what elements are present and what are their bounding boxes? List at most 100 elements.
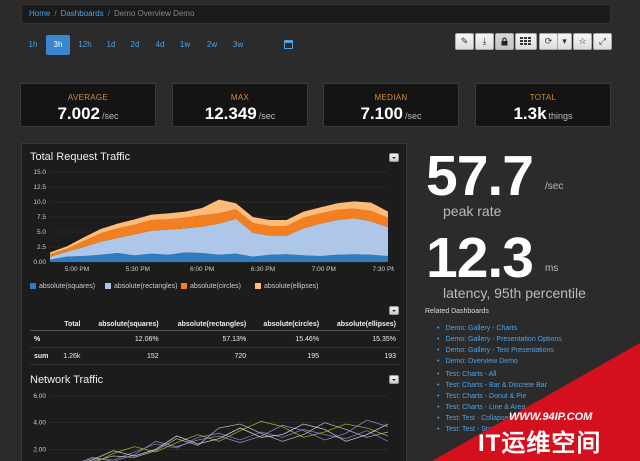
x-tick-label: 6:30 PM [251,266,275,273]
table-cell: 152 [84,347,163,365]
table-row-label: % [30,330,56,348]
table-header-cell: absolute(circles) [250,319,324,331]
table-header-cell: absolute(rectangles) [162,319,251,331]
x-tick-label: 7:00 PM [312,266,336,273]
breadcrumb-separator: / [54,9,57,18]
favorite-button[interactable]: ☆ [573,33,592,50]
line-series-3 [82,419,389,461]
y-tick-label: 15.0 [33,169,46,176]
stat-total: TOTAL 1.3k things [475,83,611,127]
layout-button[interactable] [515,33,537,50]
latency-unit: ms [545,263,559,274]
table-row: % 12.06% 57.13% 15.46% 15.35% [30,330,400,348]
traffic-panel-menu[interactable] [389,153,399,162]
table-header-cell [30,319,56,331]
timerange-3h[interactable]: 3h [46,35,70,55]
y-tick-label: 5.0 [37,229,46,236]
related-dashboard-link[interactable]: Test: Charts - Bar & Discrete Bar [437,380,547,391]
x-tick-label: 5:30 PM [126,266,150,273]
network-panel-menu[interactable] [389,375,399,384]
calendar-icon[interactable] [284,40,293,49]
timerange-1w[interactable]: 1w [179,40,191,49]
refresh-button[interactable]: ⟳ [539,33,558,50]
x-tick-label: 7:30 PM [373,266,394,273]
stat-max: MAX 12.349/sec [172,83,308,127]
fullscreen-button[interactable]: ⤢ [593,33,612,50]
related-dashboard-link[interactable]: Test: Charts - Donut & Pie [437,391,547,402]
related-dashboard-link[interactable]: Test: Charts - All [437,369,547,380]
table-cell: 195 [250,347,324,365]
stat-label: TOTAL [529,93,557,102]
timerange-1d[interactable]: 1d [106,40,116,49]
related-dashboard-link[interactable]: Demo: Gallery - Presentation Options [437,334,561,345]
legend-label: absolute(ellipses) [264,283,319,290]
y-tick-label: 12.5 [33,184,46,191]
timerange-2w[interactable]: 2w [206,40,218,49]
related-dashboards-title: Related Dashboards [425,308,489,315]
legend-swatch [105,283,111,289]
timerange-1h[interactable]: 1h [28,40,38,49]
stat-unit: /sec [102,111,119,121]
legend-item-rectangles[interactable]: absolute(rectangles) [105,283,177,290]
related-list-demo: Demo: Gallery - Charts Demo: Gallery - P… [437,323,562,367]
breadcrumb-dashboards-link[interactable]: Dashboards [60,9,104,18]
y-tick-label: 6.00 [33,393,46,400]
peak-rate-unit: /sec [545,181,564,192]
stat-unit: /sec [258,111,276,121]
related-list-test: Test: Charts - All Test: Charts - Bar & … [437,369,547,435]
related-dashboard-link[interactable]: Demo: Overview Demo [437,356,562,367]
latency-label: latency, 95th percentile [443,285,586,301]
table-cell: 720 [162,347,251,365]
timerange-4d[interactable]: 4d [155,40,165,49]
legend-label: absolute(circles) [190,283,241,290]
traffic-panel [21,143,407,461]
star-icon: ☆ [578,36,587,46]
timerange-2d[interactable]: 2d [130,40,140,49]
legend-swatch [255,283,261,289]
lock-icon [501,37,508,46]
related-dashboard-link[interactable]: Test: Charts - Line & Area [437,402,547,413]
legend-item-squares[interactable]: absolute(squares) [30,283,95,290]
related-dashboard-link[interactable]: Demo: Gallery - Text Presentations [437,345,562,356]
breadcrumb-home-link[interactable]: Home [29,9,51,18]
stat-unit: things [548,111,573,121]
timerange-12h[interactable]: 12h [78,40,92,49]
table-cell: 193 [323,347,400,365]
grid-icon [520,37,531,45]
timerange-3w[interactable]: 3w [232,40,244,49]
table-panel-menu[interactable] [389,306,399,315]
refresh-icon: ⟳ [544,36,553,46]
peak-rate-value: 57.7 [426,144,534,208]
expand-icon: ⤢ [598,36,607,46]
peak-rate-label: peak rate [443,203,502,219]
related-dashboard-link[interactable]: Test: Test - Collapsed [437,413,547,424]
breadcrumb: Home / Dashboards / Demo Overview Demo [21,4,611,24]
legend-item-circles[interactable]: absolute(circles) [181,283,241,290]
stat-value: 1.3k [513,104,547,123]
x-tick-label: 6:00 PM [190,266,214,273]
stat-median: MEDIAN 7.100/sec [323,83,459,127]
stat-label: AVERAGE [67,93,109,102]
legend-label: absolute(squares) [39,283,96,290]
table-cell: 15.46% [250,330,324,348]
line-series-2 [97,420,389,461]
lock-button[interactable] [495,33,514,50]
area-series-2 [50,208,388,257]
watermark-text: IT运维空间 [478,430,602,457]
table-row-label: sum [30,347,56,365]
y-tick-label: 4.00 [33,420,46,427]
legend-item-ellipses[interactable]: absolute(ellipses) [255,283,318,290]
related-dashboard-link[interactable]: Test: Test - Stats [437,424,547,435]
x-tick-label: 5:00 PM [65,266,89,273]
download-button[interactable]: ⤓ [475,33,494,50]
refresh-options-button[interactable]: ▾ [557,33,572,50]
table-header-cell: absolute(ellipses) [323,319,400,331]
related-dashboard-link[interactable]: Demo: Gallery - Charts [437,323,562,334]
table-cell: 1.26k [55,347,85,365]
edit-button[interactable]: ✎ [455,33,474,50]
stat-value: 7.100 [360,104,404,123]
download-icon: ⤓ [482,36,487,46]
stat-label: MAX [230,93,250,102]
legend-swatch [30,283,36,289]
y-tick-label: 2.00 [33,446,46,453]
